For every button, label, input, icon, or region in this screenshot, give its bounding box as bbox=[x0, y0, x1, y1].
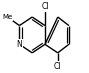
Text: N: N bbox=[17, 40, 22, 49]
Text: Me: Me bbox=[2, 14, 13, 20]
Text: Cl: Cl bbox=[54, 62, 61, 71]
Text: Cl: Cl bbox=[41, 2, 49, 11]
